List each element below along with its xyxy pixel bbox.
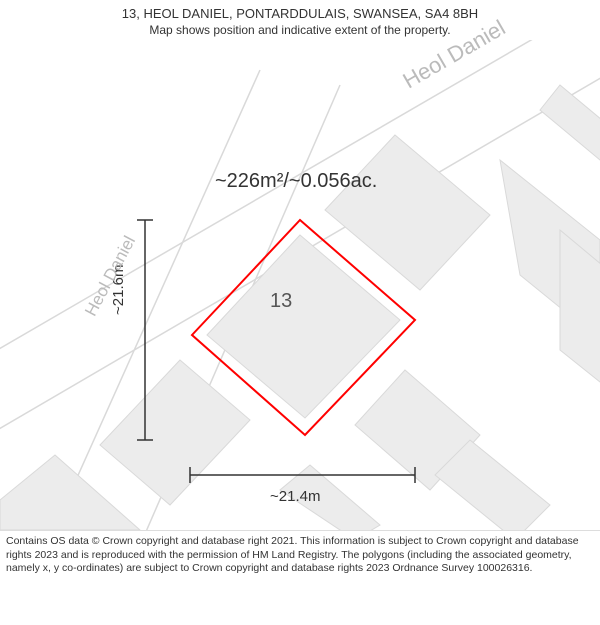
dim-horizontal-label: ~21.4m <box>270 488 320 505</box>
header: 13, HEOL DANIEL, PONTARDDULAIS, SWANSEA,… <box>0 0 600 40</box>
plot-number: 13 <box>270 290 292 313</box>
area-label: ~226m²/~0.056ac. <box>215 170 377 193</box>
map-area: ~226m²/~0.056ac.13~21.6m~21.4mHeol Danie… <box>0 40 600 530</box>
footer-copyright: Contains OS data © Crown copyright and d… <box>0 530 600 578</box>
map-svg <box>0 40 600 530</box>
header-title: 13, HEOL DANIEL, PONTARDDULAIS, SWANSEA,… <box>10 6 590 23</box>
